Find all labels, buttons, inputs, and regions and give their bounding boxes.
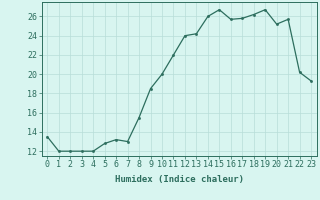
X-axis label: Humidex (Indice chaleur): Humidex (Indice chaleur) — [115, 175, 244, 184]
